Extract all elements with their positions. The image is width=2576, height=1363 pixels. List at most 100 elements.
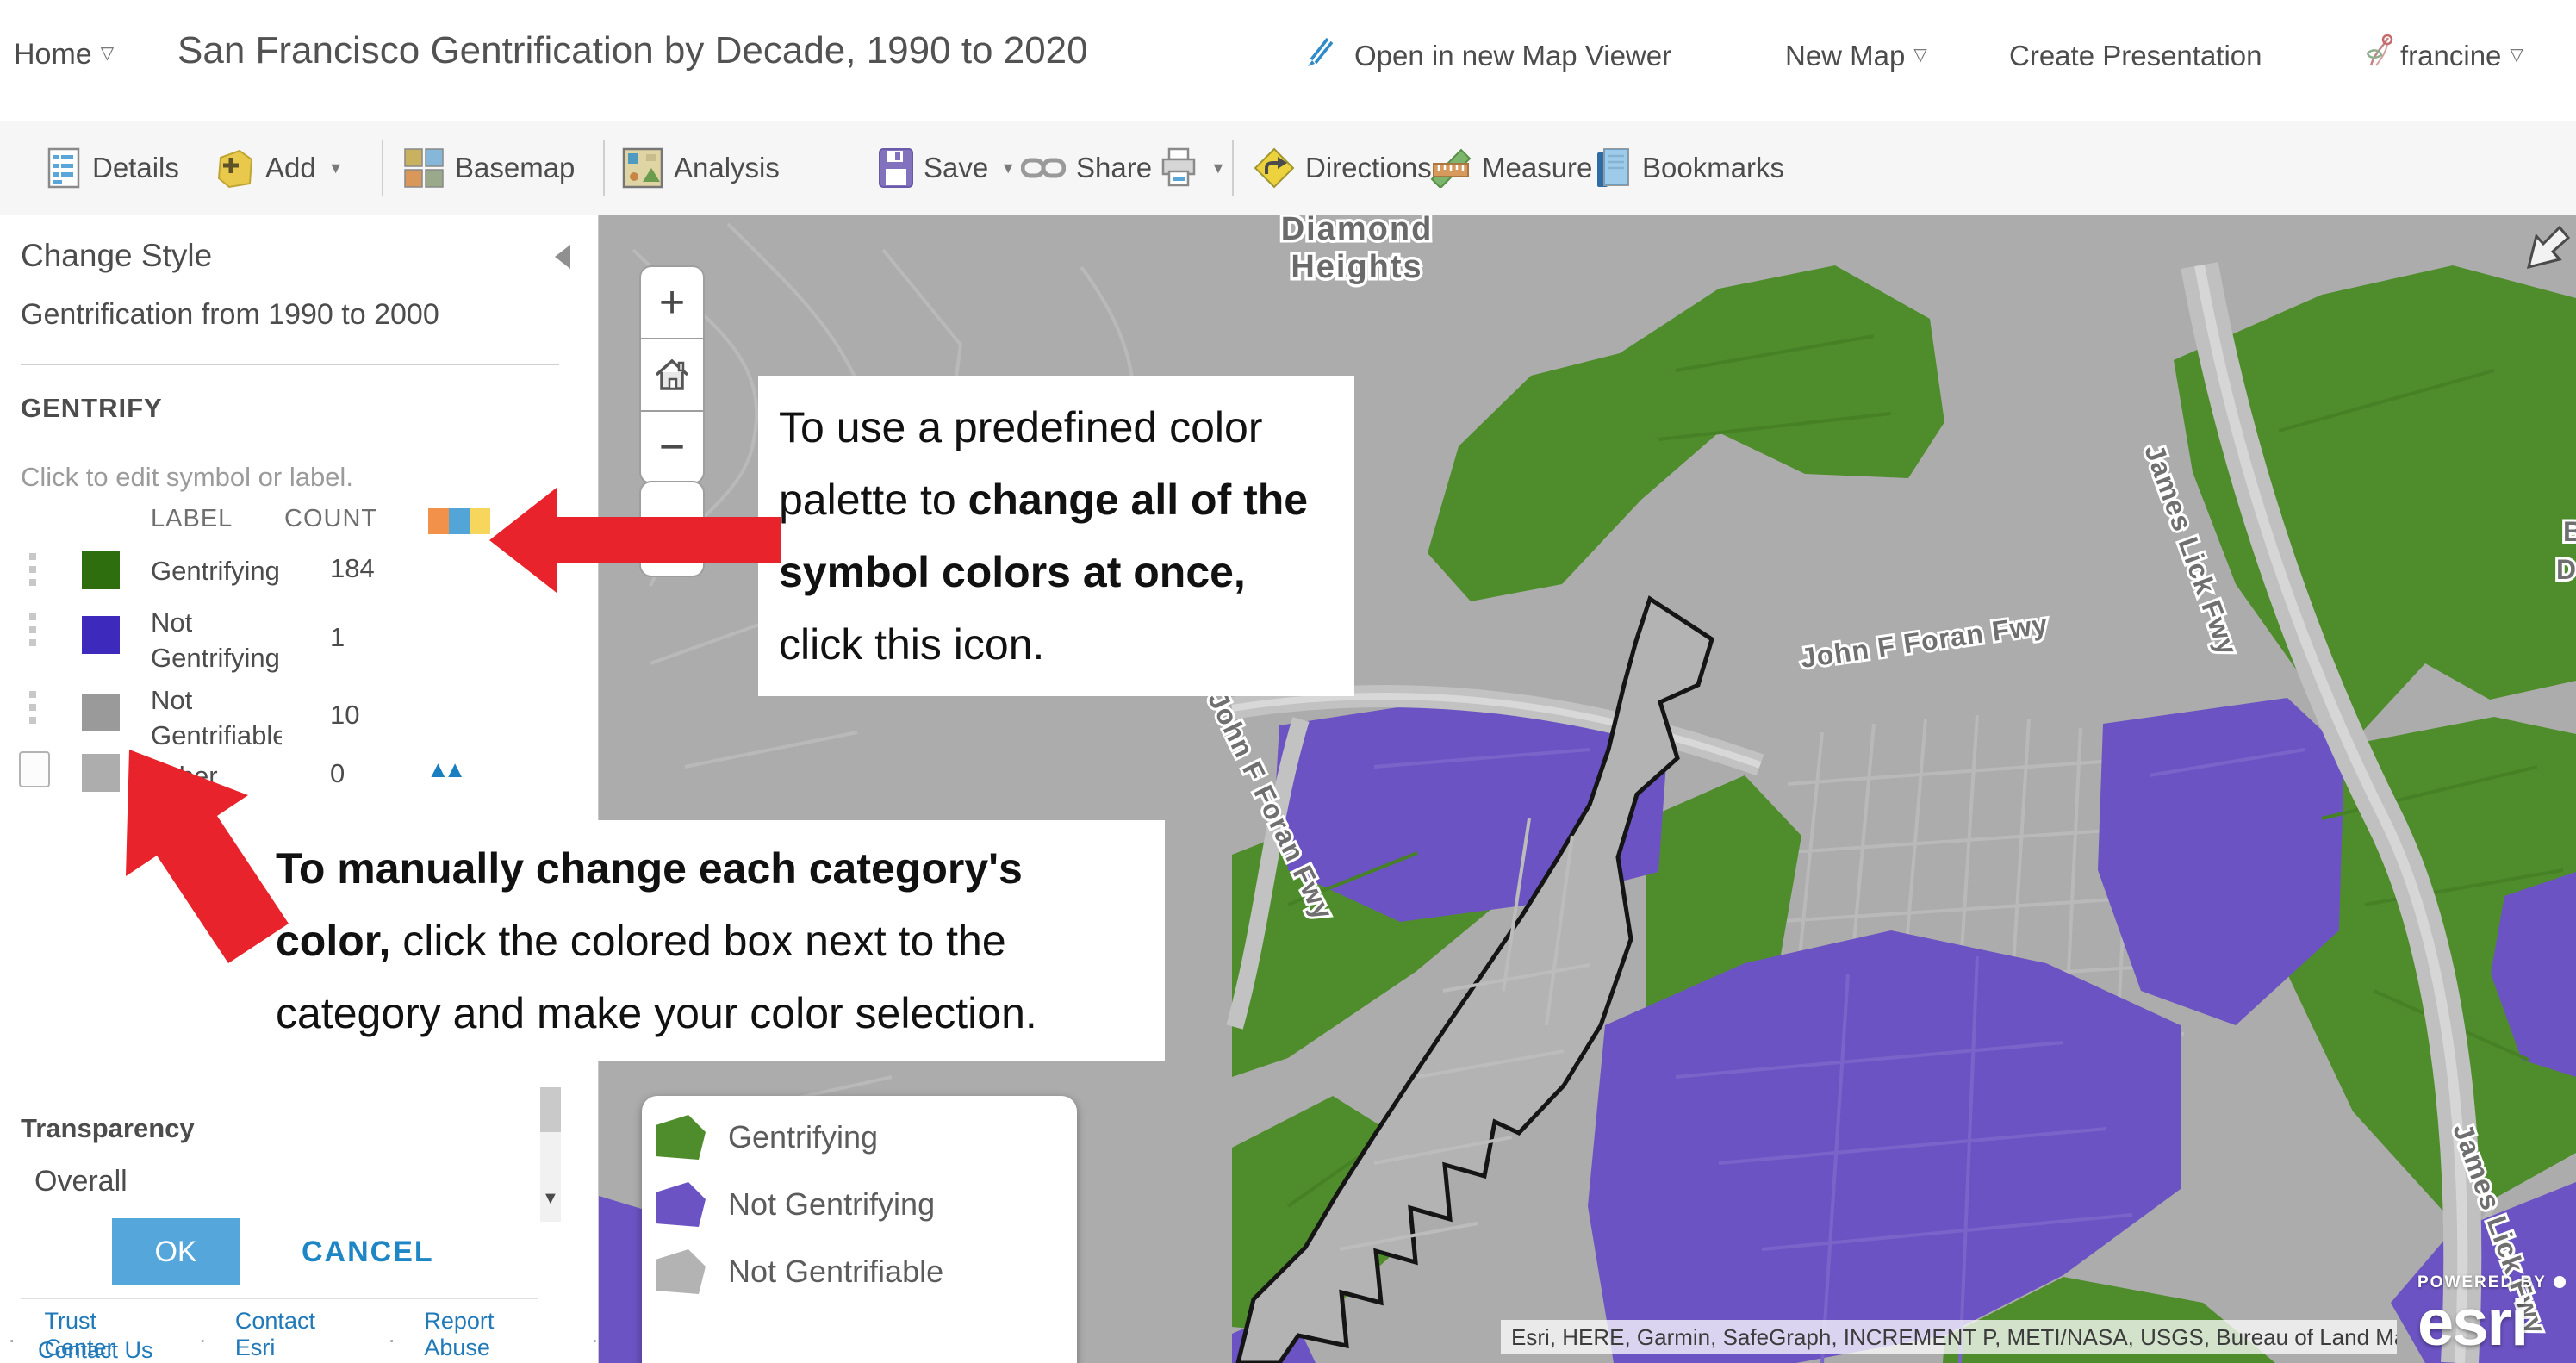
report-abuse-link[interactable]: Report Abuse [424,1308,495,1360]
pan-arrow-icon[interactable] [2526,225,2571,270]
legend-item: Gentrifying [654,1113,878,1161]
bookmarks-icon [1597,148,1629,187]
purple-streets [1373,748,2305,1363]
category-label[interactable]: Other [151,761,218,791]
category-count: 0 [330,758,345,788]
column-header-count: COUNT [284,505,378,532]
chevron-down-icon: ▽ [1913,46,1927,65]
legend-item: Not Gentrifying [654,1180,935,1229]
print-button[interactable]: ▼ [1159,121,1226,215]
create-presentation-link[interactable]: Create Presentation [2009,40,2262,72]
symbol-swatch-not-gentrifiable[interactable] [82,694,120,731]
legend-swatch-gentrifying [656,1115,706,1160]
details-icon [47,147,80,189]
edge-place-label: D [2556,554,2576,585]
zoom-controls: + − [639,265,705,484]
esri-dot [2553,1276,2566,1288]
details-button[interactable]: Details [47,121,179,215]
esri-logo: esri [2417,1286,2529,1360]
cancel-button[interactable]: CANCEL [302,1235,434,1268]
panel-title: Change Style [21,238,213,273]
powered-by-label: POWERED BY [2417,1273,2566,1292]
edit-hint: Click to edit symbol or label. [21,462,353,492]
category-label[interactable]: Gentrifying [151,556,280,586]
other-checkbox[interactable] [19,751,50,787]
contact-esri-link[interactable]: Contact Esri [234,1308,315,1360]
divider [21,1298,538,1299]
zoom-in-button[interactable]: + [639,265,705,339]
color-palette-icon[interactable] [428,508,490,534]
chevron-down-icon: ▽ [100,44,115,63]
foran-ramp-road [1226,717,1310,1030]
measure-icon [1430,148,1472,188]
caret-down-icon: ▼ [327,159,344,177]
legend-swatch-not-gentrifiable [656,1249,706,1294]
drag-handle[interactable] [29,553,36,592]
app-header: Home ▽ San Francisco Gentrification by De… [0,0,2576,121]
footer-links: . Trust Center . Contact Esri . Report A… [9,1308,598,1360]
measure-button[interactable]: Measure [1430,121,1592,215]
home-menu[interactable]: Home ▽ [14,38,115,71]
toolbar-divider [382,140,383,196]
home-extent-button[interactable] [639,338,705,412]
symbol-swatch-gentrifying[interactable] [82,551,120,589]
drag-handle[interactable] [29,613,36,652]
place-label: Diamond [1281,215,1434,247]
add-button[interactable]: Add ▼ [215,121,344,215]
edit-title-pencil-icon[interactable] [1303,31,1341,73]
map-toolbar: Details Add ▼ Basemap Analysis Save ▼ Shar… [0,121,2576,317]
callout-category-color: To manually change each category's color… [252,820,1165,1061]
collapse-panel-icon[interactable] [555,245,570,269]
divider [21,364,559,365]
trust-center-link[interactable]: Trust Center [44,1308,115,1360]
home-icon [655,358,689,390]
column-header-label: LABEL [151,505,233,532]
contact-us-link[interactable]: Contact Us [38,1337,153,1363]
new-map-menu[interactable]: New Map ▽ [1785,40,1927,72]
panel-scrollbar[interactable]: ▼ [540,1087,561,1222]
caret-down-icon: ▼ [1000,159,1017,177]
scroll-down-icon[interactable]: ▼ [542,1189,559,1208]
open-new-map-viewer-link[interactable]: Open in new Map Viewer [1354,40,1672,72]
caret-down-icon: ▼ [1210,159,1226,177]
selected-tract-outline[interactable] [1235,595,1714,1363]
ok-button[interactable]: OK [112,1218,240,1285]
scrollbar-thumb[interactable] [540,1087,561,1132]
transparency-label: Transparency [21,1113,195,1143]
category-label[interactable]: Not Gentrifiable [151,685,282,750]
legend-item: Not Gentrifiable [654,1248,943,1296]
toolbar-divider [1232,140,1234,196]
directions-button[interactable]: Directions [1254,121,1432,215]
avatar [2361,31,2397,71]
zoom-out-button[interactable]: − [639,410,705,484]
save-icon [879,148,913,188]
bookmarks-button[interactable]: Bookmarks [1596,121,1784,215]
symbol-swatch-not-gentrifying[interactable] [82,616,120,654]
add-icon [217,149,253,189]
analysis-button[interactable]: Analysis [622,121,780,215]
drag-handle[interactable] [29,691,36,730]
save-button[interactable]: Save ▼ [879,121,1016,215]
toolbar-divider [603,140,605,196]
basemap-icon [404,148,444,188]
map-legend: Gentrifying Not Gentrifying Not Gentrifi… [642,1096,1077,1363]
category-label[interactable]: Not Gentrifying [151,607,280,673]
category-count: 184 [330,553,375,583]
basemap-button[interactable]: Basemap [403,121,575,215]
analysis-icon [622,147,663,189]
sort-up-icon[interactable]: ▲▲ [426,756,467,782]
symbol-swatch-other[interactable] [82,754,120,792]
share-button[interactable]: Share [1021,121,1152,215]
layer-name: Gentrification from 1990 to 2000 [21,298,439,331]
overall-label: Overall [34,1165,128,1196]
share-icon [1021,158,1066,178]
category-count: 1 [330,622,345,652]
user-menu[interactable]: francine ▽ [2400,40,2523,72]
edge-place-label: Ba [2563,516,2576,547]
category-count: 10 [330,700,360,730]
print-icon [1161,147,1196,187]
previous-extent-button[interactable] [639,481,705,577]
directions-icon [1254,147,1295,189]
map-attribution: Esri, HERE, Garmin, SafeGraph, INCREMENT… [1501,1320,2397,1354]
